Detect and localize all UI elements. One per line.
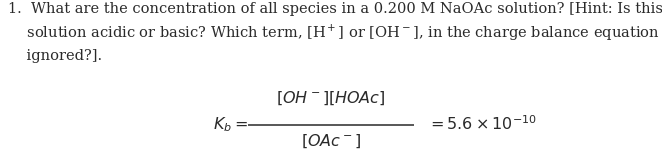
- Text: $= 5.6\times10^{-10}$: $= 5.6\times10^{-10}$: [427, 115, 537, 134]
- Text: 1.  What are the concentration of all species in a 0.200 M NaOAc solution? [Hint: 1. What are the concentration of all spe…: [8, 2, 662, 63]
- Text: $[OAc^-]$: $[OAc^-]$: [301, 132, 361, 150]
- Text: $K_b =$: $K_b =$: [213, 115, 248, 134]
- Text: $[OH^-][HOAc]$: $[OH^-][HOAc]$: [276, 90, 386, 107]
